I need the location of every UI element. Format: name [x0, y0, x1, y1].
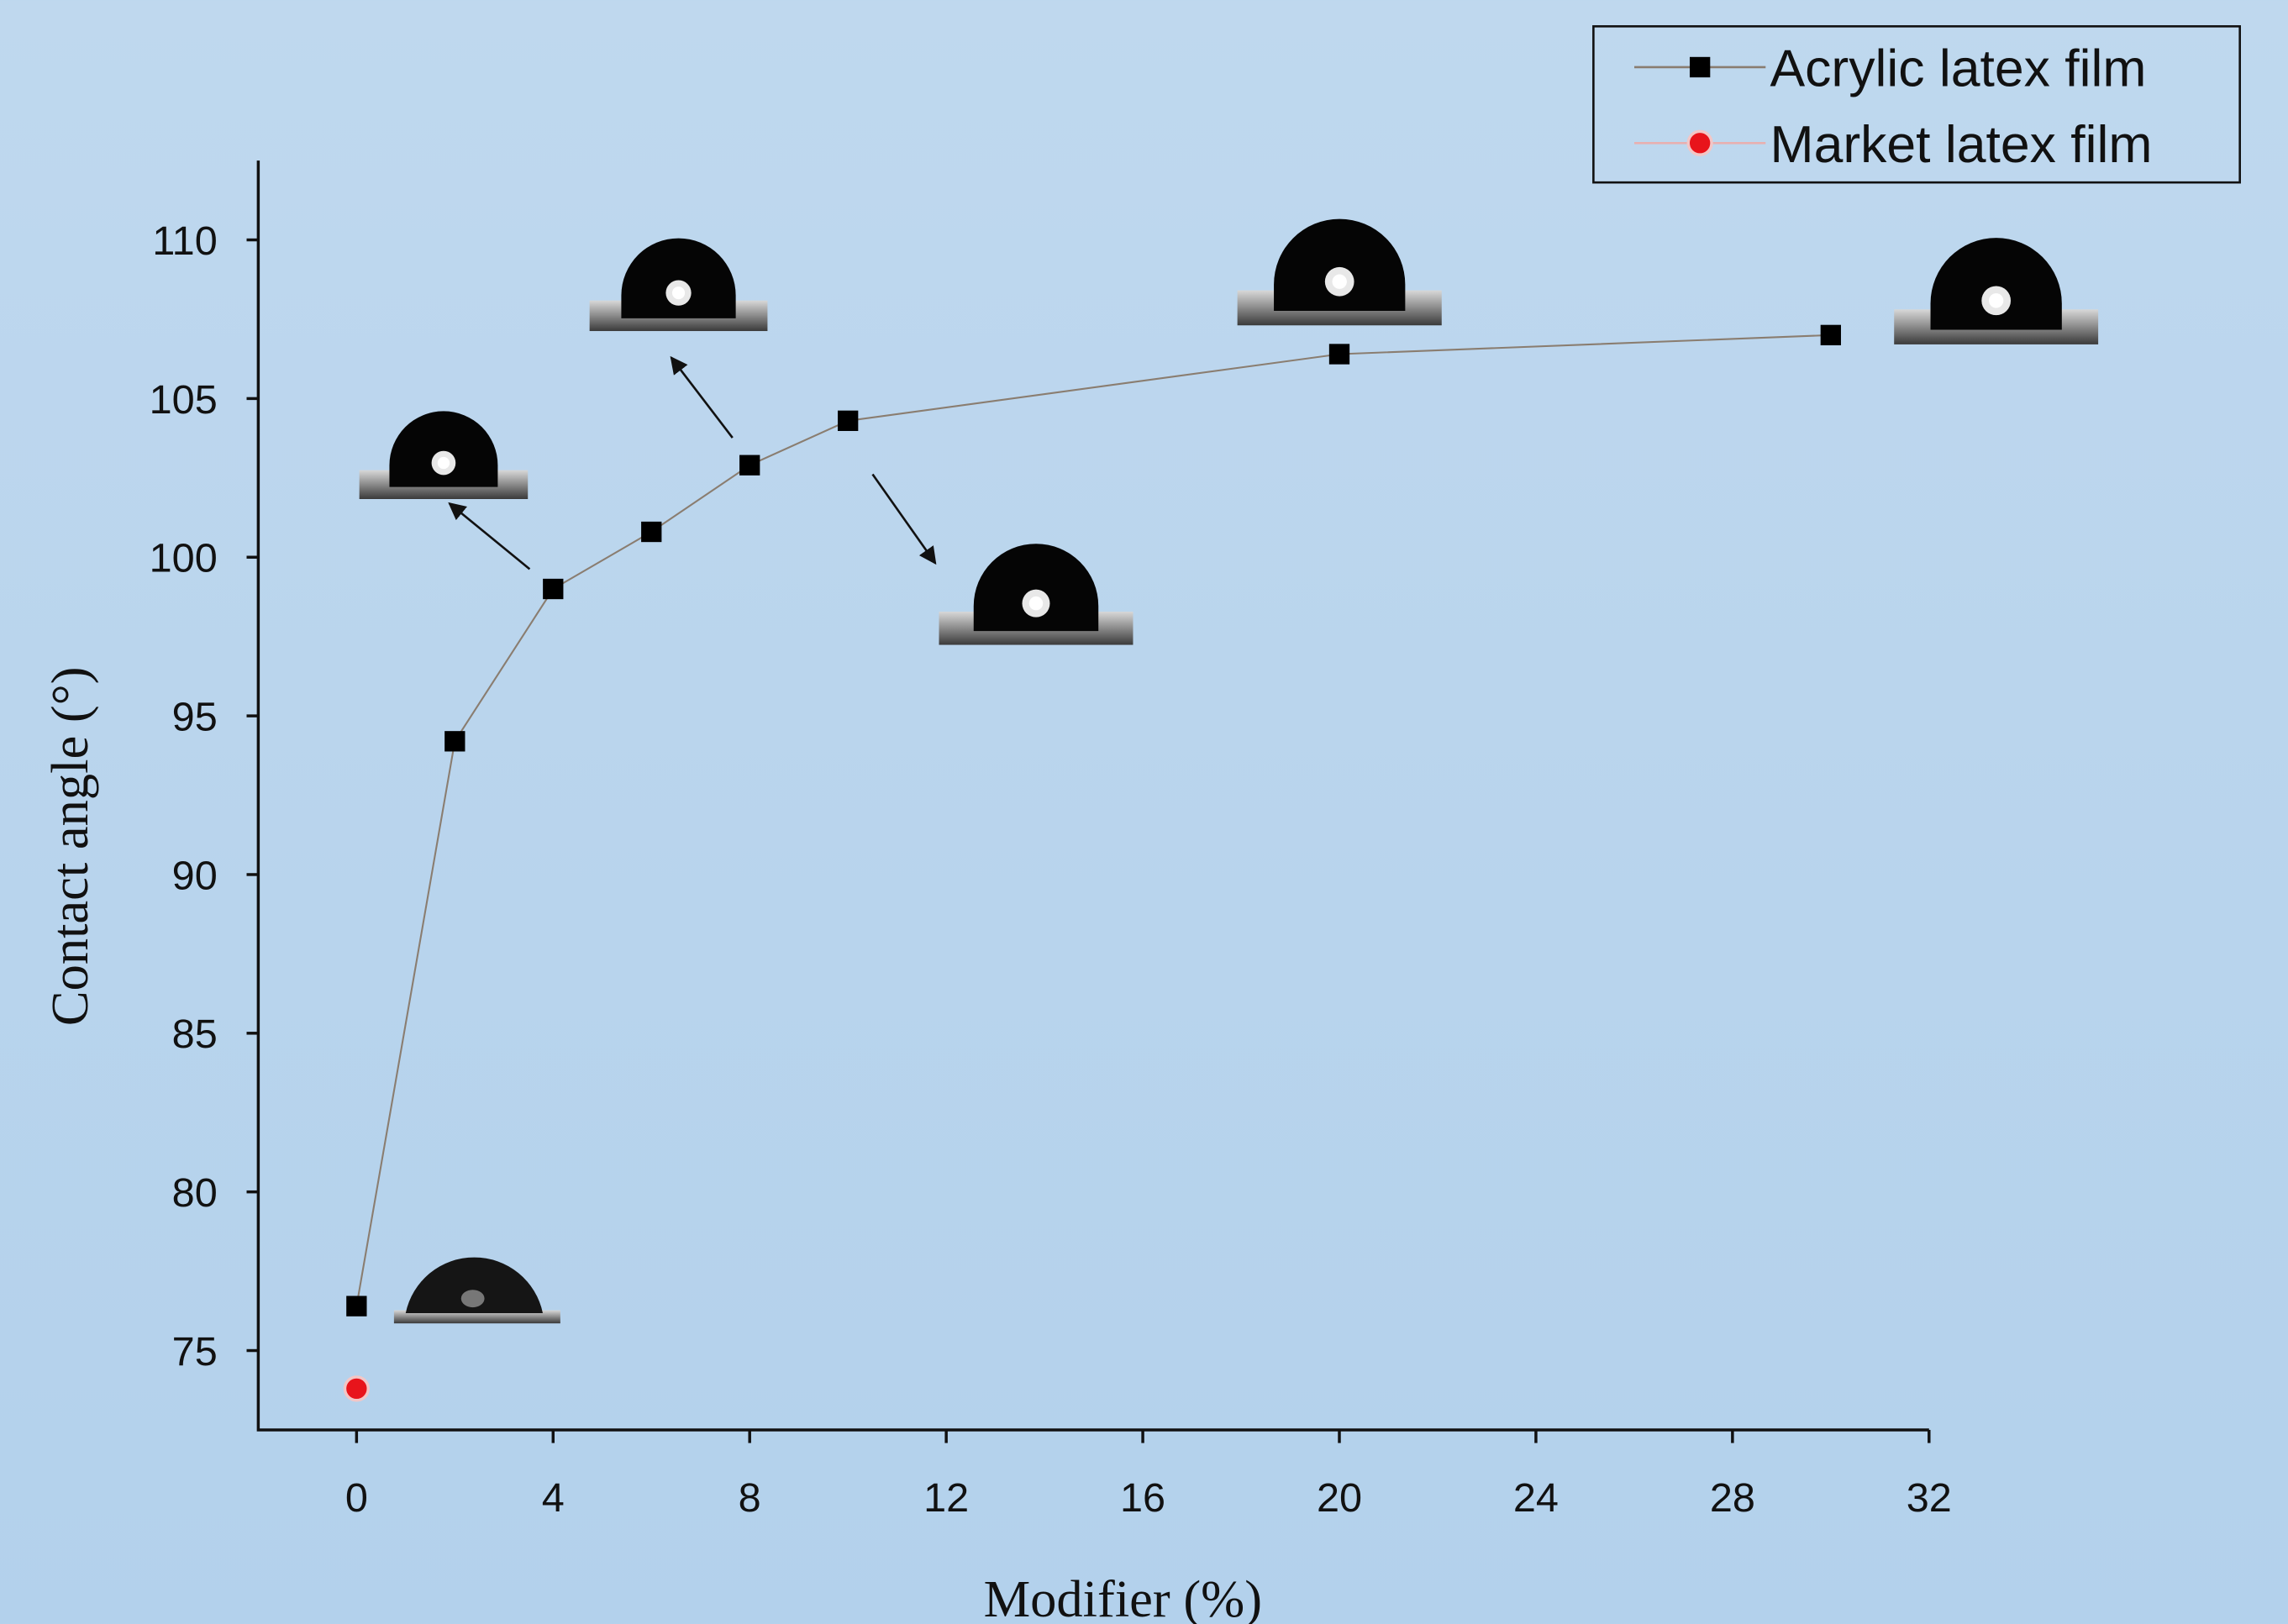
data-point: [1821, 325, 1841, 345]
data-point: [346, 1296, 366, 1316]
y-tick-label: 110: [152, 218, 218, 264]
y-tick-label: 95: [172, 694, 218, 739]
x-tick-label: 24: [1513, 1475, 1559, 1521]
legend-marker: [1690, 57, 1710, 77]
x-tick-label: 0: [345, 1475, 368, 1521]
legend-label: Acrylic latex film: [1770, 39, 2147, 98]
background: [0, 0, 2288, 1624]
y-tick-label: 80: [172, 1170, 218, 1216]
data-point: [641, 522, 661, 542]
y-tick-label: 100: [150, 536, 218, 581]
y-tick-label: 85: [172, 1012, 218, 1057]
y-tick-label: 105: [150, 377, 218, 423]
x-tick-label: 4: [542, 1475, 565, 1521]
x-tick-label: 28: [1710, 1475, 1755, 1521]
x-tick-label: 20: [1317, 1475, 1362, 1521]
legend-marker: [1688, 131, 1712, 155]
x-tick-label: 16: [1120, 1475, 1165, 1521]
data-point: [444, 731, 465, 751]
x-axis-title: Modifier (%): [984, 1569, 1262, 1624]
data-point: [543, 579, 563, 599]
data-point: [838, 411, 858, 431]
x-tick-label: 12: [923, 1475, 969, 1521]
data-point: [739, 455, 760, 476]
legend-label: Market latex film: [1770, 115, 2153, 174]
y-tick-label: 90: [172, 853, 218, 898]
y-axis-title: Contact angle (°): [40, 666, 99, 1026]
data-point: [345, 1377, 368, 1401]
x-tick-label: 32: [1907, 1475, 1952, 1521]
data-point: [1329, 344, 1349, 364]
y-tick-label: 75: [172, 1329, 218, 1374]
chart: 75 80 85 90 95 100 105 110 0 4 8 12 16 20 24 28 32 Modifi…: [0, 0, 2288, 1624]
x-tick-label: 8: [739, 1475, 761, 1521]
